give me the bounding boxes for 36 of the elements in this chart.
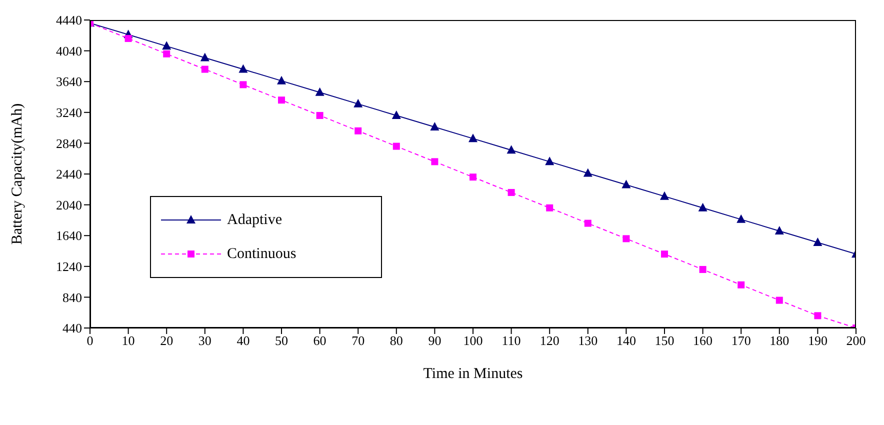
y-tick-label: 4440 bbox=[56, 12, 82, 28]
y-tick-label: 840 bbox=[62, 290, 82, 305]
y-tick-label: 2840 bbox=[56, 136, 82, 151]
x-tick-label: 180 bbox=[770, 333, 790, 348]
x-axis-title: Time in Minutes bbox=[423, 366, 523, 382]
y-tick-label: 2040 bbox=[56, 197, 82, 212]
x-tick-label: 0 bbox=[86, 333, 94, 348]
x-tick-label: 140 bbox=[616, 333, 636, 348]
y-tick-label: 440 bbox=[62, 320, 82, 336]
x-tick-label: 110 bbox=[502, 333, 521, 348]
y-tick-label: 1640 bbox=[56, 228, 82, 244]
x-tick-label: 10 bbox=[122, 333, 135, 348]
x-tick-label: 70 bbox=[352, 333, 365, 348]
x-tick-label: 50 bbox=[275, 333, 288, 348]
x-tick-label: 160 bbox=[693, 333, 713, 348]
y-tick-label: 2440 bbox=[56, 166, 82, 182]
x-tick-label: 100 bbox=[463, 333, 483, 348]
y-tick-label: 3640 bbox=[56, 74, 82, 90]
x-tick-label: 40 bbox=[236, 333, 250, 348]
x-tick-label: 20 bbox=[160, 333, 174, 348]
x-tick-label: 30 bbox=[198, 333, 212, 348]
legend-label: Adaptive bbox=[227, 212, 282, 228]
y-tick-label: 1240 bbox=[56, 259, 82, 274]
x-tick-label: 120 bbox=[540, 333, 560, 348]
x-tick-label: 80 bbox=[390, 333, 403, 348]
x-tick-label: 130 bbox=[578, 333, 598, 348]
y-axis-title: Battery Capacity(mAh) bbox=[9, 103, 26, 245]
y-tick-label: 4040 bbox=[56, 43, 82, 58]
x-tick-label: 90 bbox=[428, 333, 442, 348]
x-tick-label: 170 bbox=[731, 333, 751, 348]
x-tick-label: 150 bbox=[654, 333, 674, 348]
y-tick-label: 3240 bbox=[56, 105, 82, 120]
x-tick-label: 200 bbox=[846, 333, 866, 348]
x-tick-label: 190 bbox=[808, 333, 828, 348]
legend-label: Continuous bbox=[227, 246, 296, 262]
x-tick-label: 60 bbox=[313, 333, 326, 348]
